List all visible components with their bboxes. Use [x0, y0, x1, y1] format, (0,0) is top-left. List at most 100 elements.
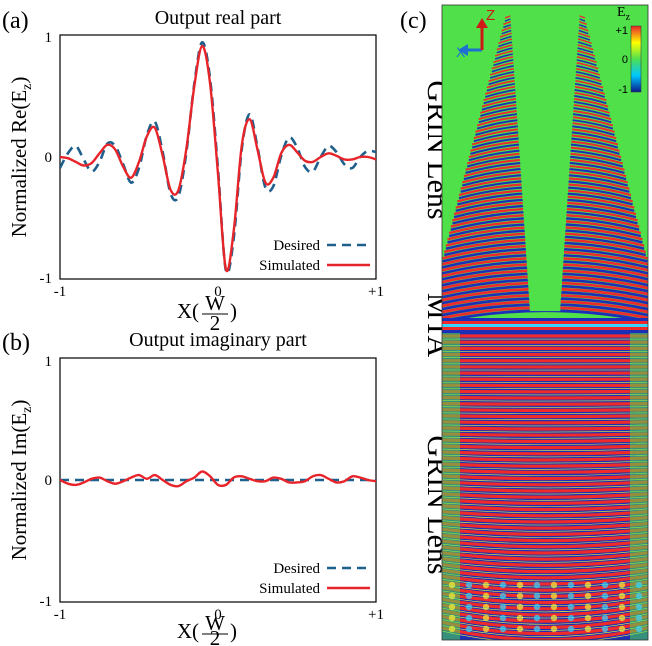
field-center-gap — [521, 173, 569, 181]
panel-b: (b) Output imaginary part Normalized Im(… — [2, 329, 384, 646]
colorbar-title-sub: z — [626, 12, 631, 23]
field-speckle — [567, 592, 575, 600]
field-center-gap — [527, 272, 563, 281]
field-speckle — [584, 603, 592, 611]
field-speckle — [584, 625, 592, 633]
field-fringe-yellow — [442, 472, 648, 476]
field-speckle — [499, 581, 507, 589]
field-fringe-red — [442, 609, 648, 623]
field-center-gap — [525, 241, 565, 250]
field-fringe-red — [442, 533, 648, 543]
field-fringe-red — [442, 586, 648, 598]
field-center-gap — [516, 105, 574, 113]
field-center-gap — [523, 204, 567, 212]
panel-c-label: (c) — [400, 8, 427, 34]
mta-stripe — [442, 327, 648, 330]
field-fringe-yellow — [442, 561, 648, 569]
field-speckle — [448, 603, 456, 611]
panel-b-ylabel-close: ) — [7, 400, 31, 407]
field-speckle — [465, 625, 473, 633]
field-speckle — [516, 592, 524, 600]
panel-a-ylabel-main: Normalized Re(E — [7, 90, 31, 238]
field-speckle — [584, 581, 592, 589]
field-center-gap — [520, 161, 570, 169]
field-speckle — [465, 581, 473, 589]
field-speckle — [618, 581, 626, 589]
field-fringe-yellow — [442, 412, 648, 414]
field-fringe-red — [442, 551, 648, 561]
field-fringe-yellow — [442, 555, 648, 563]
svg-text:Normalized Im(Ez): Normalized Im(Ez) — [7, 400, 35, 561]
field-center-gap — [527, 266, 563, 274]
field-map-lower-lens — [442, 333, 648, 640]
field-speckle — [550, 614, 558, 622]
panel-a-xlabel-num: W — [205, 291, 225, 315]
field-center-gap — [517, 117, 573, 126]
field-speckle — [482, 625, 490, 633]
field-fringe-yellow — [442, 448, 648, 451]
field-speckle — [482, 614, 490, 622]
field-fringe-red — [442, 474, 648, 481]
field-fringe-red — [442, 444, 648, 450]
field-fringe-red — [442, 426, 648, 431]
field-fringe-red — [442, 414, 648, 419]
field-fringe-yellow — [442, 526, 648, 532]
field-fringe-yellow — [442, 466, 648, 470]
field-speckle — [448, 581, 456, 589]
panel-b-xlabel-den: 2 — [210, 626, 221, 646]
field-center-gap — [529, 297, 561, 305]
field-center-gap — [523, 216, 567, 225]
field-speckle — [516, 603, 524, 611]
field-fringe-yellow — [442, 460, 648, 464]
field-fringe-red — [442, 498, 648, 505]
field-fringe-red — [442, 438, 648, 443]
svg-text:Normalized Re(Ez): Normalized Re(Ez) — [7, 77, 35, 238]
field-fringe-yellow — [442, 388, 648, 389]
field-fringe-yellow — [442, 502, 648, 507]
field-fringe-yellow — [442, 442, 648, 445]
field-center-gap — [516, 111, 574, 119]
field-center-gap — [515, 86, 575, 95]
field-fringe-red — [442, 492, 648, 499]
field-fringe-red — [442, 480, 648, 487]
panel-a-legend-desired-label: Desired — [273, 238, 320, 254]
field-speckle — [516, 625, 524, 633]
field-fringe-yellow — [442, 613, 648, 625]
field-center-gap — [512, 49, 578, 57]
panel-a-series-simulated — [60, 44, 376, 273]
field-map-mta — [442, 318, 648, 333]
field-fringe-red — [442, 515, 648, 524]
field-center-gap — [514, 74, 576, 82]
colorbar-max-label: +1 — [615, 25, 628, 37]
panel-b-ytick-mid: 0 — [45, 473, 53, 489]
field-speckle — [499, 592, 507, 600]
field-speckle — [448, 614, 456, 622]
panel-b-xlabel-num: W — [205, 611, 225, 635]
field-center-gap — [528, 278, 562, 287]
panel-a-xlabel-prefix: X( — [177, 299, 199, 323]
field-speckle — [550, 625, 558, 633]
field-center-gap — [513, 55, 577, 64]
panel-b-x-axis-label: X( W 2 ) — [177, 611, 237, 646]
field-fringe-yellow — [442, 514, 648, 520]
field-fringe-red — [442, 527, 648, 536]
field-fringe-yellow — [442, 619, 648, 631]
field-speckle — [482, 592, 490, 600]
field-fringe-red — [442, 614, 648, 629]
panel-b-label: (b) — [2, 330, 30, 356]
field-speckle — [533, 581, 541, 589]
field-fringe-red — [442, 401, 648, 406]
field-fringe-red — [442, 562, 648, 574]
panel-b-series-simulated — [60, 470, 376, 488]
field-speckle — [482, 581, 490, 589]
panel-a-legend: Desired Simulated — [259, 238, 370, 274]
field-center-gap — [510, 6, 580, 14]
field-speckle — [635, 603, 643, 611]
field-fringe-yellow — [442, 584, 648, 594]
field-speckle — [533, 614, 541, 622]
field-fringe-yellow — [442, 436, 648, 439]
field-center-gap — [519, 154, 571, 163]
field-center-gap — [511, 24, 579, 33]
panel-a-xtick-left: -1 — [54, 284, 67, 300]
field-center-gap — [513, 61, 577, 70]
